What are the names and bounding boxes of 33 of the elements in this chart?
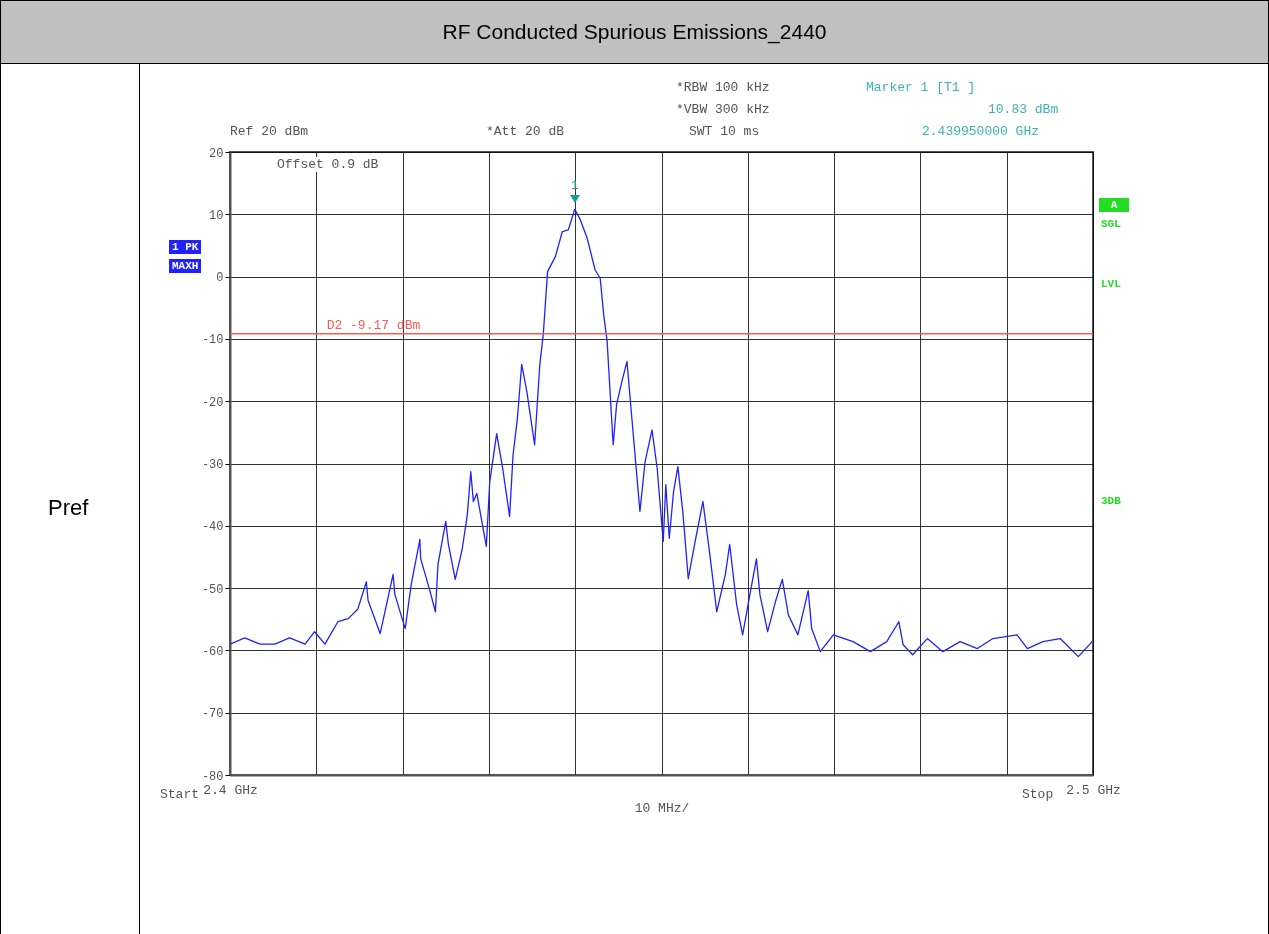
text: 3DB bbox=[1101, 495, 1121, 507]
y-tick-label: -40 bbox=[201, 520, 224, 535]
chart-title: RF Conducted Spurious Emissions_2440 bbox=[0, 0, 1269, 64]
text: A bbox=[1099, 198, 1129, 212]
y-tick-label: -50 bbox=[201, 582, 224, 597]
text: Stop bbox=[1022, 787, 1054, 802]
y-tick-label: -20 bbox=[201, 395, 224, 410]
text: Ref 20 dBm bbox=[230, 124, 309, 139]
text: Pref bbox=[48, 495, 89, 521]
y-tick-label: -10 bbox=[201, 333, 224, 348]
text: *VBW 300 kHz bbox=[676, 102, 770, 117]
y-tick-label: -80 bbox=[201, 769, 224, 784]
y-tick-label: 10 bbox=[209, 208, 224, 223]
y-tick-label: -30 bbox=[201, 458, 224, 472]
text: *RBW 100 kHz bbox=[676, 80, 770, 95]
y-tick-label: 0 bbox=[216, 271, 224, 286]
text: SGL bbox=[1101, 218, 1121, 230]
text: LVL bbox=[1101, 278, 1121, 290]
annotation: Offset 0.9 dB bbox=[277, 157, 379, 172]
y-tick-label: -70 bbox=[201, 707, 224, 722]
text: MAXH bbox=[169, 259, 202, 273]
x-tick-label: 2.4 GHz bbox=[203, 782, 258, 798]
text: 10.83 dBm bbox=[988, 102, 1059, 117]
y-tick-label: 20 bbox=[209, 146, 224, 161]
text: 1 PK bbox=[169, 240, 202, 254]
text: *Att 20 dB bbox=[486, 124, 565, 139]
text: Marker 1 [T1 ] bbox=[866, 80, 976, 95]
x-tick-label: 2.5 GHz bbox=[1066, 782, 1121, 798]
text: SWT 10 ms bbox=[689, 124, 760, 139]
x-axis-title: 10 MHz/ bbox=[634, 800, 690, 816]
y-tick-label: -60 bbox=[201, 644, 224, 659]
text: Start bbox=[160, 787, 200, 802]
text: 2.439950000 GHz bbox=[922, 124, 1040, 139]
